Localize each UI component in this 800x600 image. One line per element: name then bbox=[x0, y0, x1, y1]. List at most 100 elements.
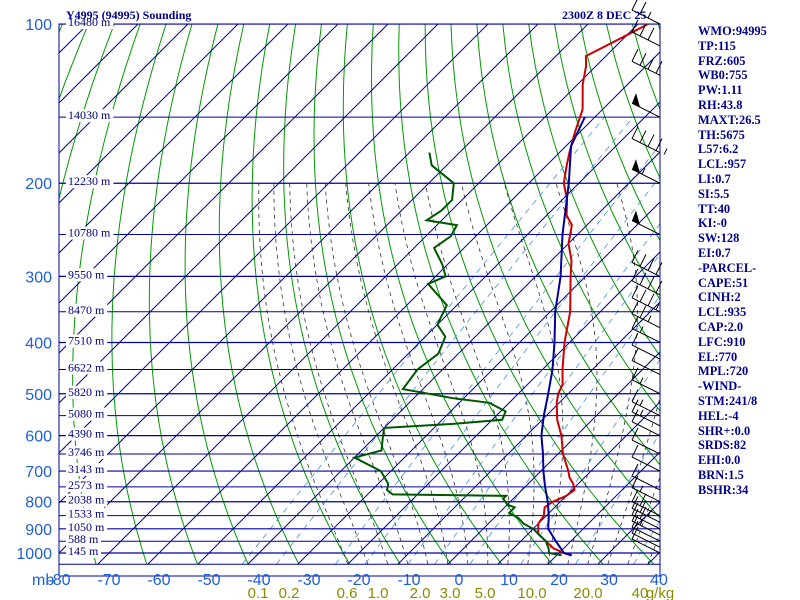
panel-index-line: KI:-0 bbox=[698, 216, 727, 231]
panel-index-line: EHI:0.0 bbox=[698, 453, 741, 468]
isotherm bbox=[547, 451, 660, 565]
height-label-bg bbox=[66, 226, 114, 240]
height-label-bg bbox=[66, 385, 108, 399]
temperature-tick-label: 30 bbox=[600, 572, 618, 589]
panel-index-line: STM:241/8 bbox=[698, 393, 758, 408]
pressure-tick-label: 400 bbox=[25, 335, 52, 352]
panel-index-line: WB0:755 bbox=[698, 68, 748, 83]
dry-adiabat bbox=[554, 24, 660, 301]
isotherm bbox=[247, 151, 660, 565]
temperature-tick-label: 40 bbox=[650, 572, 668, 589]
height-label-bg bbox=[66, 545, 101, 558]
moist-adiabat bbox=[306, 183, 409, 565]
height-label-bg bbox=[66, 268, 108, 282]
dry-adiabat bbox=[148, 24, 198, 565]
panel-index-line: -PARCEL- bbox=[698, 260, 757, 275]
wind-barb bbox=[631, 93, 661, 118]
height-label-bg bbox=[66, 533, 101, 547]
wind-barb bbox=[631, 409, 661, 437]
temperature-tick-label: -70 bbox=[97, 572, 120, 589]
moist-adiabat bbox=[587, 183, 638, 565]
height-label: 4390 m bbox=[68, 427, 105, 441]
wind-barb bbox=[631, 19, 661, 47]
isotherm bbox=[447, 351, 660, 565]
temperature-tick-label: -10 bbox=[397, 572, 420, 589]
isotherm bbox=[497, 401, 660, 565]
chart-title: Y4995 (94995) Sounding bbox=[66, 8, 192, 22]
parcel-profile bbox=[540, 116, 586, 557]
mixing-ratio-tick-label: 0.1 bbox=[248, 585, 269, 600]
dry-adiabat bbox=[476, 24, 660, 466]
panel-index-line: RH:43.8 bbox=[698, 97, 743, 112]
wind-barb bbox=[631, 389, 661, 417]
height-label: 10780 m bbox=[68, 226, 111, 240]
valid-time: 2300Z 8 DEC 25 bbox=[562, 8, 647, 22]
wind-barb bbox=[631, 159, 661, 184]
wind-barb bbox=[631, 316, 661, 343]
isotherm bbox=[59, 24, 489, 454]
dry-adiabat bbox=[0, 24, 11, 564]
wind-barb bbox=[631, 502, 661, 530]
height-label-bg bbox=[66, 361, 108, 375]
height-label: 5820 m bbox=[68, 385, 105, 399]
moist-adiabat bbox=[273, 183, 369, 565]
moist-adiabat bbox=[289, 183, 389, 565]
temperature-tick-label: -20 bbox=[347, 572, 370, 589]
pressure-tick-label: 600 bbox=[25, 429, 52, 446]
pressure-tick-label: 900 bbox=[25, 522, 52, 539]
isotherm bbox=[59, 24, 339, 304]
grid-lines bbox=[0, 24, 660, 565]
panel-index-line: FRZ:605 bbox=[698, 53, 746, 68]
dry-adiabat bbox=[342, 24, 503, 565]
isotherm bbox=[347, 251, 660, 565]
pressure-unit-label: mb bbox=[32, 572, 54, 589]
pressure-tick-label: 200 bbox=[25, 176, 52, 193]
height-label-bg bbox=[66, 446, 108, 460]
panel-index-line: PW:1.11 bbox=[698, 83, 743, 98]
isotherm bbox=[59, 24, 389, 354]
height-label-bg bbox=[66, 175, 114, 189]
sounding-indices-panel: WMO:94995 TP:115 FRZ:605 WB0:755 PW:1.11 RH:4… bbox=[698, 24, 798, 498]
panel-index-line: BSHR:34 bbox=[698, 482, 749, 497]
wind-barb bbox=[631, 250, 663, 277]
temperature-tick-label: -30 bbox=[297, 572, 320, 589]
isotherm bbox=[147, 51, 660, 565]
panel-index-line: LCL:957 bbox=[698, 157, 747, 172]
wind-barb bbox=[631, 126, 668, 155]
panel-index-line: TP:115 bbox=[698, 38, 736, 53]
height-label: 3143 m bbox=[68, 462, 105, 476]
height-label-bg bbox=[66, 334, 108, 348]
moist-adiabat bbox=[345, 183, 449, 565]
panel-index-line: CAPE:51 bbox=[698, 275, 749, 290]
isotherm bbox=[59, 24, 239, 204]
height-label: 1533 m bbox=[68, 507, 105, 521]
panel-index-line: LCL:935 bbox=[698, 305, 747, 320]
height-label-bg bbox=[66, 16, 114, 29]
height-label: 6622 m bbox=[68, 361, 105, 375]
moist-adiabat bbox=[425, 183, 510, 565]
wind-barb bbox=[631, 348, 661, 376]
isotherm bbox=[59, 24, 439, 404]
isotherm bbox=[97, 24, 639, 565]
panel-index-line: EL:770 bbox=[698, 349, 738, 364]
height-label: 588 m bbox=[68, 532, 99, 546]
dry-adiabat bbox=[502, 24, 660, 412]
temperature-tick-label: 20 bbox=[550, 572, 568, 589]
mixing-ratio-tick-label: 40 bbox=[632, 585, 649, 600]
panel-index-line: CINH:2 bbox=[698, 290, 741, 305]
temperature-tick-label: -50 bbox=[197, 572, 220, 589]
pressure-tick-label: 700 bbox=[25, 464, 52, 481]
dry-adiabat bbox=[59, 24, 63, 34]
height-label: 5080 m bbox=[68, 407, 105, 421]
panel-index-line: SHR+:0.0 bbox=[698, 423, 751, 438]
temperature-tick-label: 0 bbox=[455, 572, 464, 589]
pressure-tick-label: 100 bbox=[25, 17, 52, 34]
height-label: 2038 m bbox=[68, 493, 105, 507]
height-label: 16480 m bbox=[68, 15, 111, 29]
panel-index-line: -WIND- bbox=[698, 379, 742, 394]
mixing-ratio-tick-label: 10.0 bbox=[517, 585, 546, 600]
isotherm bbox=[397, 301, 660, 565]
wind-barb bbox=[631, 526, 661, 554]
isotherm bbox=[59, 24, 289, 254]
